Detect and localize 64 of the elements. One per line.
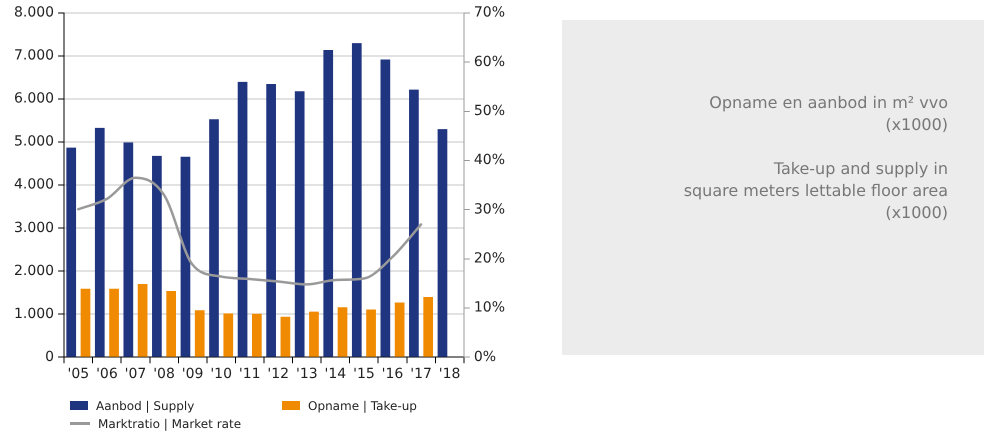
bar xyxy=(394,302,404,357)
bar xyxy=(366,309,376,357)
y-tick-label: 1.000 xyxy=(14,306,54,322)
bar xyxy=(252,314,262,357)
y2-tick-label: 40% xyxy=(474,152,506,168)
bar xyxy=(166,290,176,357)
x-tick-label: '09 xyxy=(182,366,204,382)
bar xyxy=(180,156,190,357)
bar xyxy=(323,50,334,357)
y-tick-label: 4.000 xyxy=(14,176,54,193)
x-tick-label: '11 xyxy=(238,366,261,382)
y-tick-label: 7.000 xyxy=(14,48,54,64)
y-tick-label: 8.000 xyxy=(14,4,54,21)
bar xyxy=(123,142,134,357)
bar xyxy=(223,313,234,357)
y2-tick-label: 10% xyxy=(474,300,506,316)
y2-tick-label: 30% xyxy=(474,201,506,218)
y2-tick-label: 50% xyxy=(474,102,506,119)
line-series xyxy=(77,176,422,286)
legend-label: Aanbod | Supply xyxy=(96,398,194,412)
bar xyxy=(238,82,248,357)
legend-label: Marktratio | Market rate xyxy=(98,416,242,430)
bar xyxy=(152,156,162,357)
text: Take-up and supply in square meters lettable floor area (x1000) xyxy=(682,158,948,224)
x-tick-label: '06 xyxy=(96,366,118,382)
y2-tick-label: 0% xyxy=(474,348,496,365)
y2-tick-label: 60% xyxy=(474,54,506,70)
bar xyxy=(94,128,105,357)
legend-label: Opname | Take-up xyxy=(308,398,417,412)
y2-tick-label: 20% xyxy=(474,250,506,266)
bar xyxy=(80,288,90,357)
bar xyxy=(309,312,319,357)
bar xyxy=(209,119,219,357)
x-tick-label: '15 xyxy=(353,366,375,382)
x-tick-label: '16 xyxy=(382,366,404,382)
bar xyxy=(266,84,276,357)
y-tick-label: 5.000 xyxy=(14,134,54,150)
y-tick-label: 6.000 xyxy=(14,90,54,107)
bar xyxy=(338,307,348,357)
bar xyxy=(409,90,419,357)
text: Opname en aanbod in m² vvo (x1000) xyxy=(708,92,948,136)
x-tick-label: '13 xyxy=(296,366,318,382)
x-tick-label: '07 xyxy=(124,366,146,382)
bar xyxy=(423,296,434,357)
bar xyxy=(194,310,205,357)
bar xyxy=(294,91,305,357)
bar xyxy=(109,288,119,357)
x-tick-label: '18 xyxy=(438,366,460,382)
y-tick-label: 3.000 xyxy=(14,220,54,236)
bar xyxy=(438,129,448,357)
bar xyxy=(138,284,148,357)
x-tick-label: '05 xyxy=(68,366,90,382)
x-tick-label: '17 xyxy=(410,366,432,382)
x-tick-label: '08 xyxy=(153,366,175,382)
bar xyxy=(280,316,290,357)
bar xyxy=(66,148,76,357)
x-tick-label: '14 xyxy=(324,366,346,382)
y-tick-label: 2.000 xyxy=(14,262,54,279)
x-tick-label: '10 xyxy=(210,366,232,382)
bar xyxy=(380,59,390,357)
y-tick-label: 0 xyxy=(45,348,54,365)
bar xyxy=(352,43,362,357)
x-tick-label: '12 xyxy=(267,366,290,382)
y2-tick-label: 70% xyxy=(474,4,506,21)
